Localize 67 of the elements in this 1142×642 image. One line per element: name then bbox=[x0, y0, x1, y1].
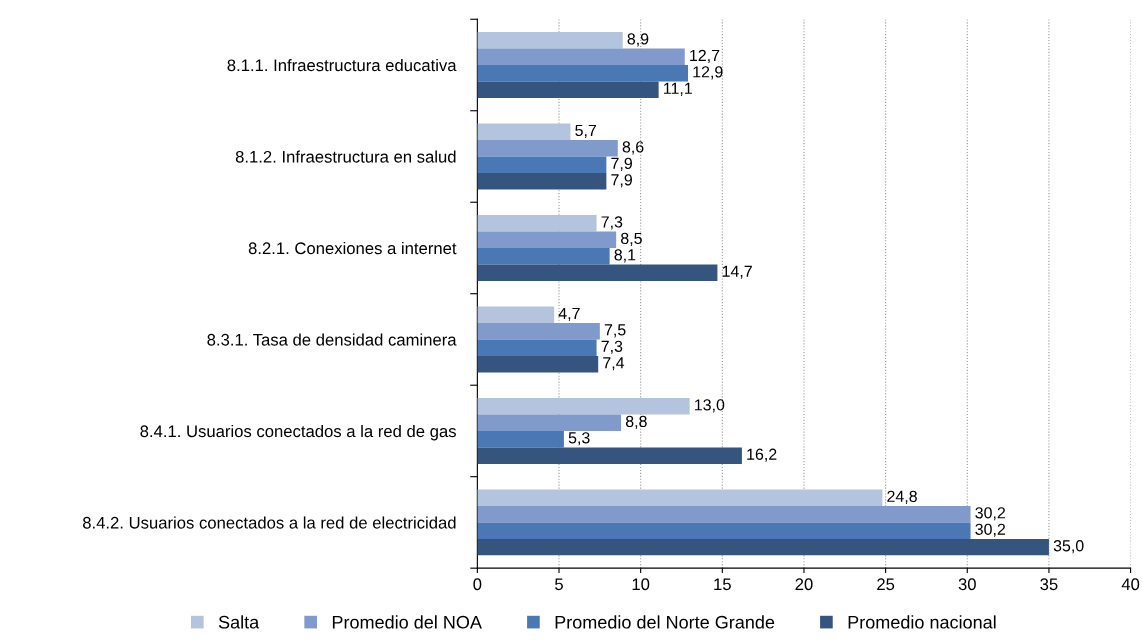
bar bbox=[477, 339, 597, 356]
data-label: 12,7 bbox=[690, 49, 720, 63]
data-label: 8,1 bbox=[614, 249, 636, 263]
data-label: 7,3 bbox=[601, 340, 623, 354]
legend-label: Promedio del NOA bbox=[332, 615, 482, 629]
data-label: 5,3 bbox=[568, 432, 590, 446]
bar bbox=[477, 215, 597, 232]
x-tick-label: 10 bbox=[632, 578, 650, 591]
bar bbox=[477, 355, 599, 373]
legend-label: Promedio nacional bbox=[848, 615, 996, 629]
legend-label: Salta bbox=[218, 615, 260, 629]
bar bbox=[477, 398, 690, 415]
y-tick-label: 8.1.2. Infraestructura en salud bbox=[235, 150, 456, 163]
bar bbox=[477, 65, 689, 82]
bar bbox=[477, 48, 685, 65]
bar bbox=[477, 264, 718, 281]
data-label: 8,8 bbox=[625, 415, 647, 429]
bar bbox=[477, 156, 607, 173]
data-label: 7,3 bbox=[601, 216, 623, 230]
legend-label: Promedio del Norte Grande bbox=[555, 615, 775, 629]
data-label: 7,9 bbox=[611, 157, 632, 171]
bar bbox=[477, 172, 607, 190]
data-label: 7,5 bbox=[604, 324, 626, 338]
x-tick-label: 5 bbox=[555, 578, 563, 591]
x-tick-label: 15 bbox=[714, 578, 731, 591]
y-tick-label: 8.4.1. Usuarios conectados a la red de gas bbox=[140, 424, 456, 441]
x-tick-label: 35 bbox=[1040, 578, 1058, 591]
x-tick-label: 0 bbox=[473, 578, 482, 591]
bar bbox=[477, 489, 883, 506]
data-label: 13,0 bbox=[695, 399, 725, 413]
data-label: 14,7 bbox=[722, 265, 752, 279]
bar bbox=[477, 247, 610, 265]
bar bbox=[477, 414, 622, 431]
bar bbox=[477, 231, 617, 248]
bar bbox=[477, 505, 971, 523]
data-label: 7,9 bbox=[611, 174, 632, 188]
data-label: 8,5 bbox=[621, 232, 642, 246]
data-label: 4,7 bbox=[558, 307, 580, 321]
data-label: 8,9 bbox=[627, 33, 649, 47]
x-tick-label: 25 bbox=[877, 578, 895, 591]
bar bbox=[477, 140, 618, 157]
data-label: 24,8 bbox=[887, 490, 917, 504]
data-label: 16,2 bbox=[747, 448, 777, 462]
y-tick-label: 8.1.1. Infraestructura educativa bbox=[227, 58, 457, 72]
bar bbox=[477, 538, 1049, 556]
data-label: 5,7 bbox=[575, 124, 597, 138]
y-tick-label: 8.2.1. Conexiones a internet bbox=[248, 241, 457, 255]
data-label: 7,4 bbox=[603, 357, 625, 371]
bar bbox=[477, 123, 571, 141]
data-label: 30,2 bbox=[975, 523, 1005, 537]
bar bbox=[477, 81, 659, 98]
bar bbox=[477, 32, 623, 49]
bar bbox=[477, 430, 564, 448]
y-tick-label: 8.3.1. Tasa de densidad caminera bbox=[207, 333, 457, 346]
x-tick-label: 20 bbox=[795, 578, 813, 591]
x-tick-label: 30 bbox=[958, 578, 976, 591]
bar bbox=[477, 447, 742, 464]
data-label: 8,6 bbox=[622, 141, 644, 155]
x-tick-label: 40 bbox=[1121, 578, 1140, 591]
data-label: 30,2 bbox=[975, 507, 1005, 521]
data-label: 11,1 bbox=[664, 82, 692, 96]
data-label: 12,9 bbox=[693, 66, 723, 80]
bar bbox=[477, 522, 971, 539]
bar bbox=[477, 306, 555, 323]
bar bbox=[477, 322, 600, 340]
y-tick-label: 8.4.2. Usuarios conectados a la red de electricidad bbox=[82, 516, 456, 529]
data-label: 35,0 bbox=[1053, 540, 1084, 554]
